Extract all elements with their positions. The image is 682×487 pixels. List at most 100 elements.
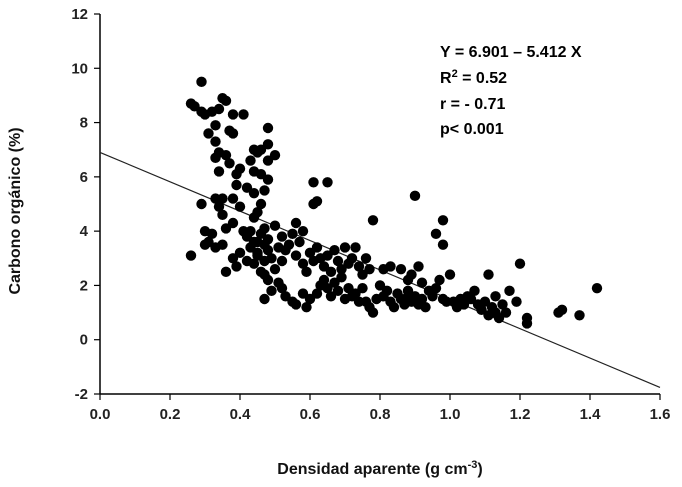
data-point [301, 266, 312, 278]
y-tick-label: 0 [80, 332, 88, 349]
data-point [255, 144, 267, 155]
data-point [248, 258, 260, 269]
annotation-p-value: p< 0.001 [440, 121, 504, 138]
data-point [290, 299, 302, 310]
data-point [220, 149, 232, 161]
data-point [290, 250, 302, 261]
data-point [322, 282, 333, 294]
data-point [493, 312, 505, 324]
data-point [294, 236, 305, 248]
data-point [476, 304, 487, 316]
data-point [297, 225, 309, 237]
data-point [238, 109, 249, 120]
data-point [497, 299, 508, 310]
data-point [430, 282, 442, 294]
data-point [245, 155, 256, 166]
y-tick-label: 6 [80, 169, 88, 186]
x-tick-label: 1.4 [580, 406, 602, 423]
data-point [269, 220, 281, 231]
data-point [346, 253, 358, 264]
data-point [262, 234, 274, 245]
annotation-r-squared: R2 = 0.52 [440, 68, 507, 87]
data-point [217, 239, 228, 250]
data-point [350, 242, 361, 253]
data-point [339, 242, 351, 253]
annotation-r: r = - 0.71 [440, 96, 505, 113]
data-point [259, 293, 270, 305]
data-point [469, 285, 480, 297]
data-point [196, 76, 207, 88]
x-tick-label: 0.2 [160, 406, 181, 423]
x-tick-label: 1.6 [650, 406, 671, 423]
x-tick-label: 0.8 [370, 406, 391, 423]
data-point [213, 103, 225, 115]
data-point [220, 223, 232, 234]
data-point [262, 155, 274, 166]
data-point [252, 206, 263, 218]
data-point [297, 258, 309, 269]
data-point [367, 215, 379, 226]
data-point [500, 307, 512, 318]
data-point [266, 285, 277, 297]
data-point [199, 239, 211, 250]
data-point [231, 179, 242, 191]
data-point [388, 301, 400, 313]
data-point [413, 261, 424, 272]
data-point [290, 217, 302, 229]
x-tick-label: 1.0 [440, 406, 461, 423]
data-point [297, 288, 309, 299]
data-point [287, 228, 298, 240]
data-point [245, 242, 256, 253]
data-point [308, 198, 319, 210]
y-tick-group: -2 0 2 4 6 8 10 12 [71, 6, 100, 403]
data-point [318, 274, 330, 286]
data-point [227, 193, 239, 204]
data-point [252, 250, 263, 261]
data-point [434, 274, 445, 286]
data-point [514, 258, 526, 269]
data-point [220, 266, 232, 278]
data-point [322, 250, 333, 261]
data-point [308, 177, 319, 188]
data-point [224, 158, 235, 169]
data-point [360, 253, 372, 264]
data-point [430, 228, 442, 240]
data-point [262, 274, 274, 286]
x-axis-title: Densidad aparente (g cm-3) [277, 459, 482, 478]
data-point [262, 122, 274, 134]
data-point [255, 168, 267, 180]
data-points [185, 76, 603, 329]
y-tick-label: -2 [75, 386, 88, 403]
data-point [483, 269, 494, 280]
data-point [402, 291, 414, 302]
data-point [556, 304, 568, 316]
data-point [479, 296, 491, 307]
data-point [416, 277, 428, 288]
data-point [329, 277, 340, 288]
data-point [381, 285, 393, 297]
data-point [406, 269, 417, 280]
data-point [227, 217, 239, 229]
data-point [304, 247, 316, 259]
x-tick-label: 0.4 [230, 406, 252, 423]
data-point [591, 282, 603, 294]
data-point [336, 263, 347, 275]
data-point [210, 193, 221, 204]
data-point [311, 288, 323, 299]
data-point [416, 293, 428, 305]
y-tick-label: 2 [80, 277, 88, 294]
y-tick-label: 10 [71, 60, 88, 77]
y-tick-label: 8 [80, 115, 88, 132]
data-point [210, 136, 221, 147]
data-point [511, 296, 522, 307]
x-tick-label: 0.6 [300, 406, 321, 423]
data-point [336, 272, 347, 283]
data-point [217, 209, 228, 221]
data-point [311, 242, 323, 253]
data-point [465, 293, 477, 305]
data-point [210, 120, 221, 131]
data-point [364, 263, 375, 275]
data-point [189, 101, 200, 112]
y-axis-title: Carbono orgánico (%) [7, 127, 24, 294]
data-point [259, 255, 270, 267]
